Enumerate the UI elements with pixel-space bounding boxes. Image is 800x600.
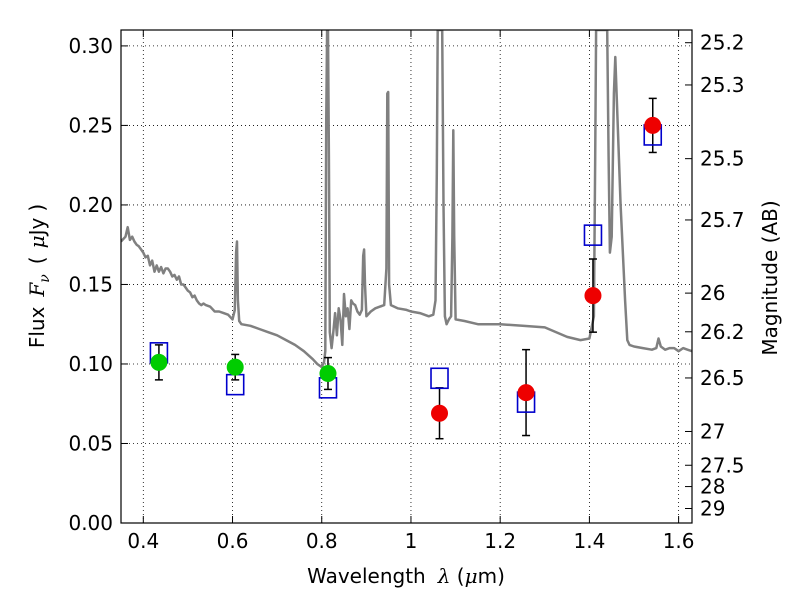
mag-tick-label: 25.2	[700, 31, 745, 55]
photometry-point	[226, 358, 244, 376]
photometry-point	[319, 365, 337, 383]
x-axis-label-unit-mu: μ	[465, 564, 478, 588]
y-axis-label-unit-mu: μ	[25, 235, 49, 248]
mag-tick-label: 27.5	[700, 453, 745, 477]
mag-tick-label: 26	[700, 281, 725, 305]
x-tick-label: 1.4	[573, 529, 605, 553]
x-tick-label: 0.8	[306, 529, 338, 553]
mag-tick-label: 25.5	[700, 147, 745, 171]
plot-frame	[120, 29, 693, 524]
mag-tick-label: 26.2	[700, 320, 745, 344]
x-tick-label: 1	[405, 529, 418, 553]
y-axis-label-unit-rest: Jy	[25, 217, 49, 237]
photometry-point	[517, 384, 535, 402]
model-sed-line	[121, 30, 692, 369]
model-photometry-square	[430, 367, 449, 390]
x-axis-label-symbol: λ	[437, 564, 451, 588]
y-axis-label-symbol: F	[25, 282, 49, 298]
x-tick-label: 1.6	[663, 529, 695, 553]
axis-ticks: 0.4 0.6 0.8 1 1.2 1.4 1.6 0.00 0.05 0.10 0.15 0.20 0…	[68, 30, 745, 553]
y-tick-label: 0.05	[68, 431, 113, 455]
mag-tick-label: 25.3	[700, 73, 745, 97]
photometry-point	[150, 353, 168, 371]
x-tick-label: 0.4	[127, 529, 159, 553]
mag-tick-label: 28	[700, 475, 725, 499]
x-axis-label-unit-rest: m)	[478, 564, 505, 588]
y-axis-label-unit-close: )	[25, 204, 49, 212]
model-photometry-square	[583, 224, 603, 246]
x-axis-label: Wavelength λ (μm)	[307, 564, 505, 588]
y-axis-label-text: Flux	[25, 306, 49, 348]
x-tick-label: 0.6	[217, 529, 249, 553]
mag-tick-label: 26.5	[700, 366, 745, 390]
mag-tick-label: 25.7	[700, 208, 745, 232]
x-tick-label: 1.2	[484, 529, 516, 553]
photometry-point	[584, 287, 602, 305]
x-axis-label-unit-open: (	[450, 564, 464, 588]
y-tick-label: 0.20	[68, 193, 113, 217]
y-axis-label: Flux Fν ( μJy)	[25, 204, 53, 348]
x-axis-label-text: Wavelength	[307, 564, 426, 588]
y-tick-label: 0.25	[68, 113, 113, 137]
photometry-point	[644, 116, 662, 134]
observed-photometry-points	[150, 116, 662, 422]
y-axis-label-unit-open: (	[25, 256, 49, 264]
right-axis-label: Magnitude (AB)	[758, 200, 782, 355]
plot-background	[121, 30, 692, 523]
mag-tick-label: 29	[700, 496, 725, 520]
mag-tick-label: 27	[700, 419, 725, 443]
y-tick-label: 0.30	[68, 34, 113, 58]
y-tick-label: 0.00	[68, 511, 113, 535]
plot-area	[121, 30, 692, 440]
y-axis-label-subscript: ν	[37, 274, 53, 283]
y-tick-label: 0.15	[68, 272, 113, 296]
photometry-point	[431, 404, 449, 422]
y-tick-label: 0.10	[68, 352, 113, 376]
